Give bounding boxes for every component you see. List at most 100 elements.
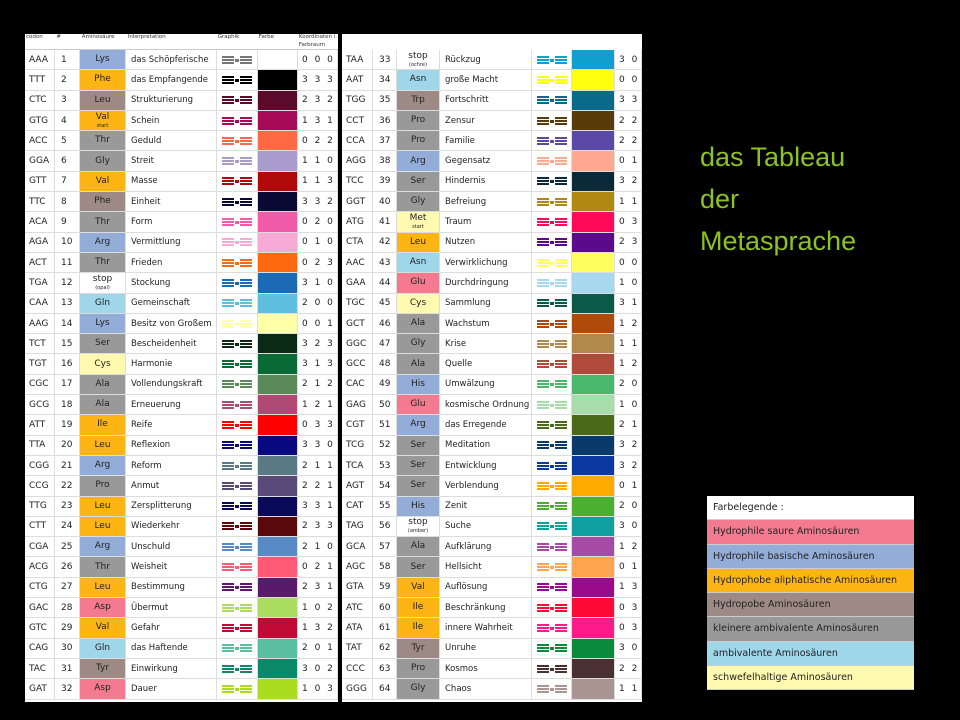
number-cell: 9 [55,212,80,232]
coordinates-cell: 1 1 0 [298,151,338,171]
number-cell: 52 [373,435,397,455]
number-cell: 61 [373,618,397,638]
amino-acid-cell: Gly [397,679,440,699]
graphic-cell [532,455,572,476]
amino-acid-cell: Arg [397,151,440,171]
codon-cell: TTA [25,435,55,455]
table-row: TTA 20 Leu Reflexion 3 3 0 [25,435,338,456]
interpretation-cell: Fortschritt [440,90,532,110]
amino-acid-cell: Gln [80,638,126,658]
interpretation-cell: Kosmos [440,658,532,679]
amino-acid-cell: Ser [397,171,440,192]
amino-acid-cell: Thr [80,131,126,151]
hexagram-icon [222,318,252,329]
table-row: GAC 28 Asp Übermut 1 0 2 [25,598,338,619]
amino-acid-label: Tyr [411,642,425,653]
graphic-cell [532,354,572,374]
number-cell: 43 [373,252,397,273]
hexagram-icon [536,399,567,410]
amino-acid-label: Gly [95,155,110,166]
graphic-cell [532,232,572,252]
hexagram-icon [536,115,567,126]
amino-acid-label: Asn [409,74,427,85]
amino-acid-label: Gly [410,338,426,349]
amino-acid-label: Cys [94,358,111,369]
amino-acid-cell: Thr [80,557,126,577]
table-row: ACT 11 Thr Frieden 0 2 3 [25,252,338,274]
hexagram-icon [222,237,252,248]
interpretation-cell: Quelle [440,354,532,374]
number-cell: 44 [373,273,397,293]
number-cell: 22 [55,476,80,496]
table-row: AGA 10 Arg Vermittlung 0 1 0 [25,232,338,253]
amino-acid-label: Gly [410,683,426,694]
coordinates-cell: 0 1 0 [298,232,338,252]
table-header: codon # Aminosäure Interpretation Graphi… [25,34,338,50]
hexagram-icon [536,541,567,552]
amino-acid-label: Val [95,111,110,122]
amino-acid-cell: Tyr [80,658,126,679]
color-swatch [572,374,615,395]
color-swatch [258,537,298,557]
amino-acid-label: Glu [410,399,426,410]
amino-acid-cell: Ser [397,455,440,476]
codon-cell: GCG [25,395,55,415]
amino-acid-cell: Thr [80,252,126,273]
codon-cell: CTG [25,577,55,598]
number-cell: 42 [373,232,397,252]
color-swatch [572,212,615,232]
graphic-cell [217,313,258,334]
hexagram-icon [536,480,567,491]
hexagram-icon [222,359,252,370]
amino-acid-label: stop [408,50,428,61]
amino-acid-label: Trp [411,94,425,105]
coordinates-cell: 0 1 1 [615,151,642,171]
amino-acid-cell: Leu [80,516,126,537]
hexagram-icon [536,74,567,85]
color-swatch [572,557,615,577]
codon-cell: CAG [25,638,55,658]
coordinates-cell: 1 0 2 [298,598,338,618]
color-swatch [572,537,615,557]
color-swatch [572,516,615,537]
table-row: TTC 8 Phe Einheit 3 3 2 [25,192,338,213]
amino-acid-label: His [411,378,425,389]
coordinates-cell: 3 3 1 [298,496,338,516]
amino-acid-note: (ochre) [409,61,427,68]
color-swatch [258,171,298,192]
coordinates-cell: 1 3 2 [298,618,338,638]
table-row: GAT 32 Asp Dauer 1 0 3 [25,679,338,700]
amino-acid-label: Leu [94,94,111,105]
number-cell: 23 [55,496,80,516]
amino-acid-label: Arg [94,541,111,552]
number-cell: 26 [55,557,80,577]
amino-acid-note: start [96,122,109,129]
coordinates-cell: 2 0 3 [615,496,642,516]
graphic-cell [217,455,258,476]
codon-cell: CAA [25,293,55,313]
amino-acid-label: Ser [410,480,426,491]
amino-acid-label: Arg [410,419,426,430]
hexagram-icon [536,237,567,248]
coordinates-cell: 1 2 3 [615,313,642,334]
amino-acid-label: Phe [94,74,111,85]
amino-acid-cell: stop (amber) [397,516,440,537]
amino-acid-cell: Arg [397,415,440,435]
codon-cell: GGA [25,151,55,171]
hexagram-icon [222,277,252,288]
number-cell: 58 [373,557,397,577]
amino-acid-cell: Ile [397,598,440,618]
graphic-cell [532,618,572,638]
codon-cell: CGG [25,455,55,476]
title-line: Metasprache [700,226,857,256]
coordinates-cell: 1 1 3 [298,171,338,192]
number-cell: 39 [373,171,397,192]
hexagram-icon [536,379,567,390]
color-swatch [258,618,298,638]
coordinates-cell: 0 1 2 [615,557,642,577]
legend-item: Hydropobe Aminosäuren [707,593,914,618]
